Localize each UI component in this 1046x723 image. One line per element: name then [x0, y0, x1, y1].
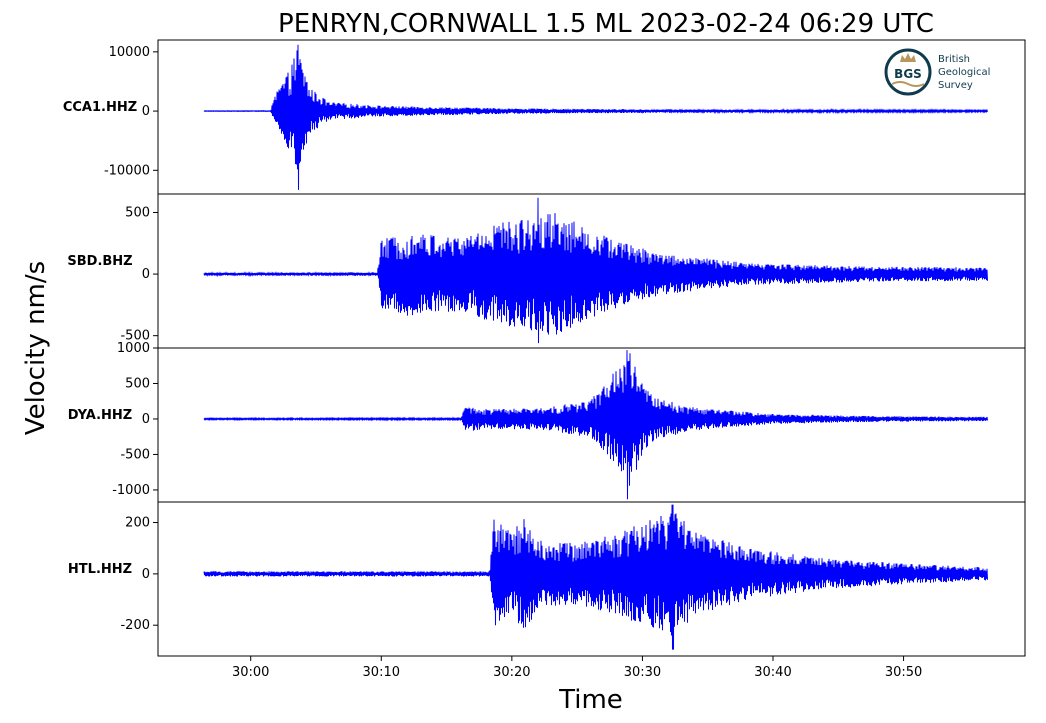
crown-icon	[900, 53, 916, 62]
y-tick-label: 1000	[117, 341, 150, 356]
x-axis: 30:00 30:10 30:20 30:30 30:40 30:50	[232, 656, 922, 680]
trace-sbd-bhz	[203, 197, 988, 344]
y-tick-label: 500	[125, 205, 150, 220]
x-tick-label: 30:50	[885, 665, 922, 680]
panel-htl-hhz: 200 0 -200 HTL.HHZ	[68, 501, 1026, 657]
y-tick-label: -200	[120, 618, 150, 633]
panel-frame	[157, 501, 1026, 657]
y-tick-label: 0	[142, 267, 150, 282]
logo-wave	[891, 81, 925, 87]
panel-cca1-hhz: 10000 0 -10000 CCA1.HHZ	[63, 39, 1026, 195]
logo-line-3: Survey	[938, 80, 973, 91]
panel-sbd-bhz: 500 0 -500 SBD.BHZ	[67, 193, 1026, 349]
y-tick-label: -1000	[112, 483, 150, 498]
panel-dya-hhz: 1000 500 0 -500 -1000 DYA.HHZ	[68, 341, 1026, 503]
x-tick-label: 30:00	[232, 665, 269, 680]
y-tick-label: -500	[120, 329, 150, 344]
bgs-logo: BGS British Geological Survey	[884, 48, 990, 96]
chart-title: PENRYN,CORNWALL 1.5 ML 2023-02-24 06:29 …	[278, 9, 934, 39]
station-label: HTL.HHZ	[68, 562, 132, 577]
y-tick-label: 200	[125, 516, 150, 531]
y-tick-label: -10000	[104, 163, 150, 178]
trace-htl-hhz	[203, 504, 988, 650]
y-tick-label: 0	[142, 567, 150, 582]
x-tick-label: 30:10	[363, 665, 400, 680]
logo-badge-text: BGS	[894, 67, 922, 81]
x-tick-label: 30:20	[493, 665, 530, 680]
logo-line-1: British	[938, 54, 970, 65]
y-tick-label: 0	[142, 412, 150, 427]
trace-dya-hhz	[203, 350, 988, 500]
x-axis-label: Time	[558, 685, 623, 715]
y-tick-label: 10000	[109, 45, 150, 60]
y-tick-label: 500	[125, 376, 150, 391]
station-label: CCA1.HHZ	[63, 100, 137, 115]
panels-group: 100000-10000CCA1.HHZ5000-500SBD.BHZ10005…	[63, 39, 1026, 657]
trace-cca1-hhz	[203, 44, 988, 190]
y-tick-label: -500	[120, 447, 150, 462]
station-label: SBD.BHZ	[67, 254, 132, 269]
logo-line-2: Geological	[938, 67, 990, 78]
station-label: DYA.HHZ	[68, 408, 132, 423]
x-tick-label: 30:30	[624, 665, 661, 680]
y-tick-label: 0	[142, 104, 150, 119]
x-tick-label: 30:40	[754, 665, 791, 680]
y-axis-label: Velocity nm/s	[21, 261, 51, 435]
